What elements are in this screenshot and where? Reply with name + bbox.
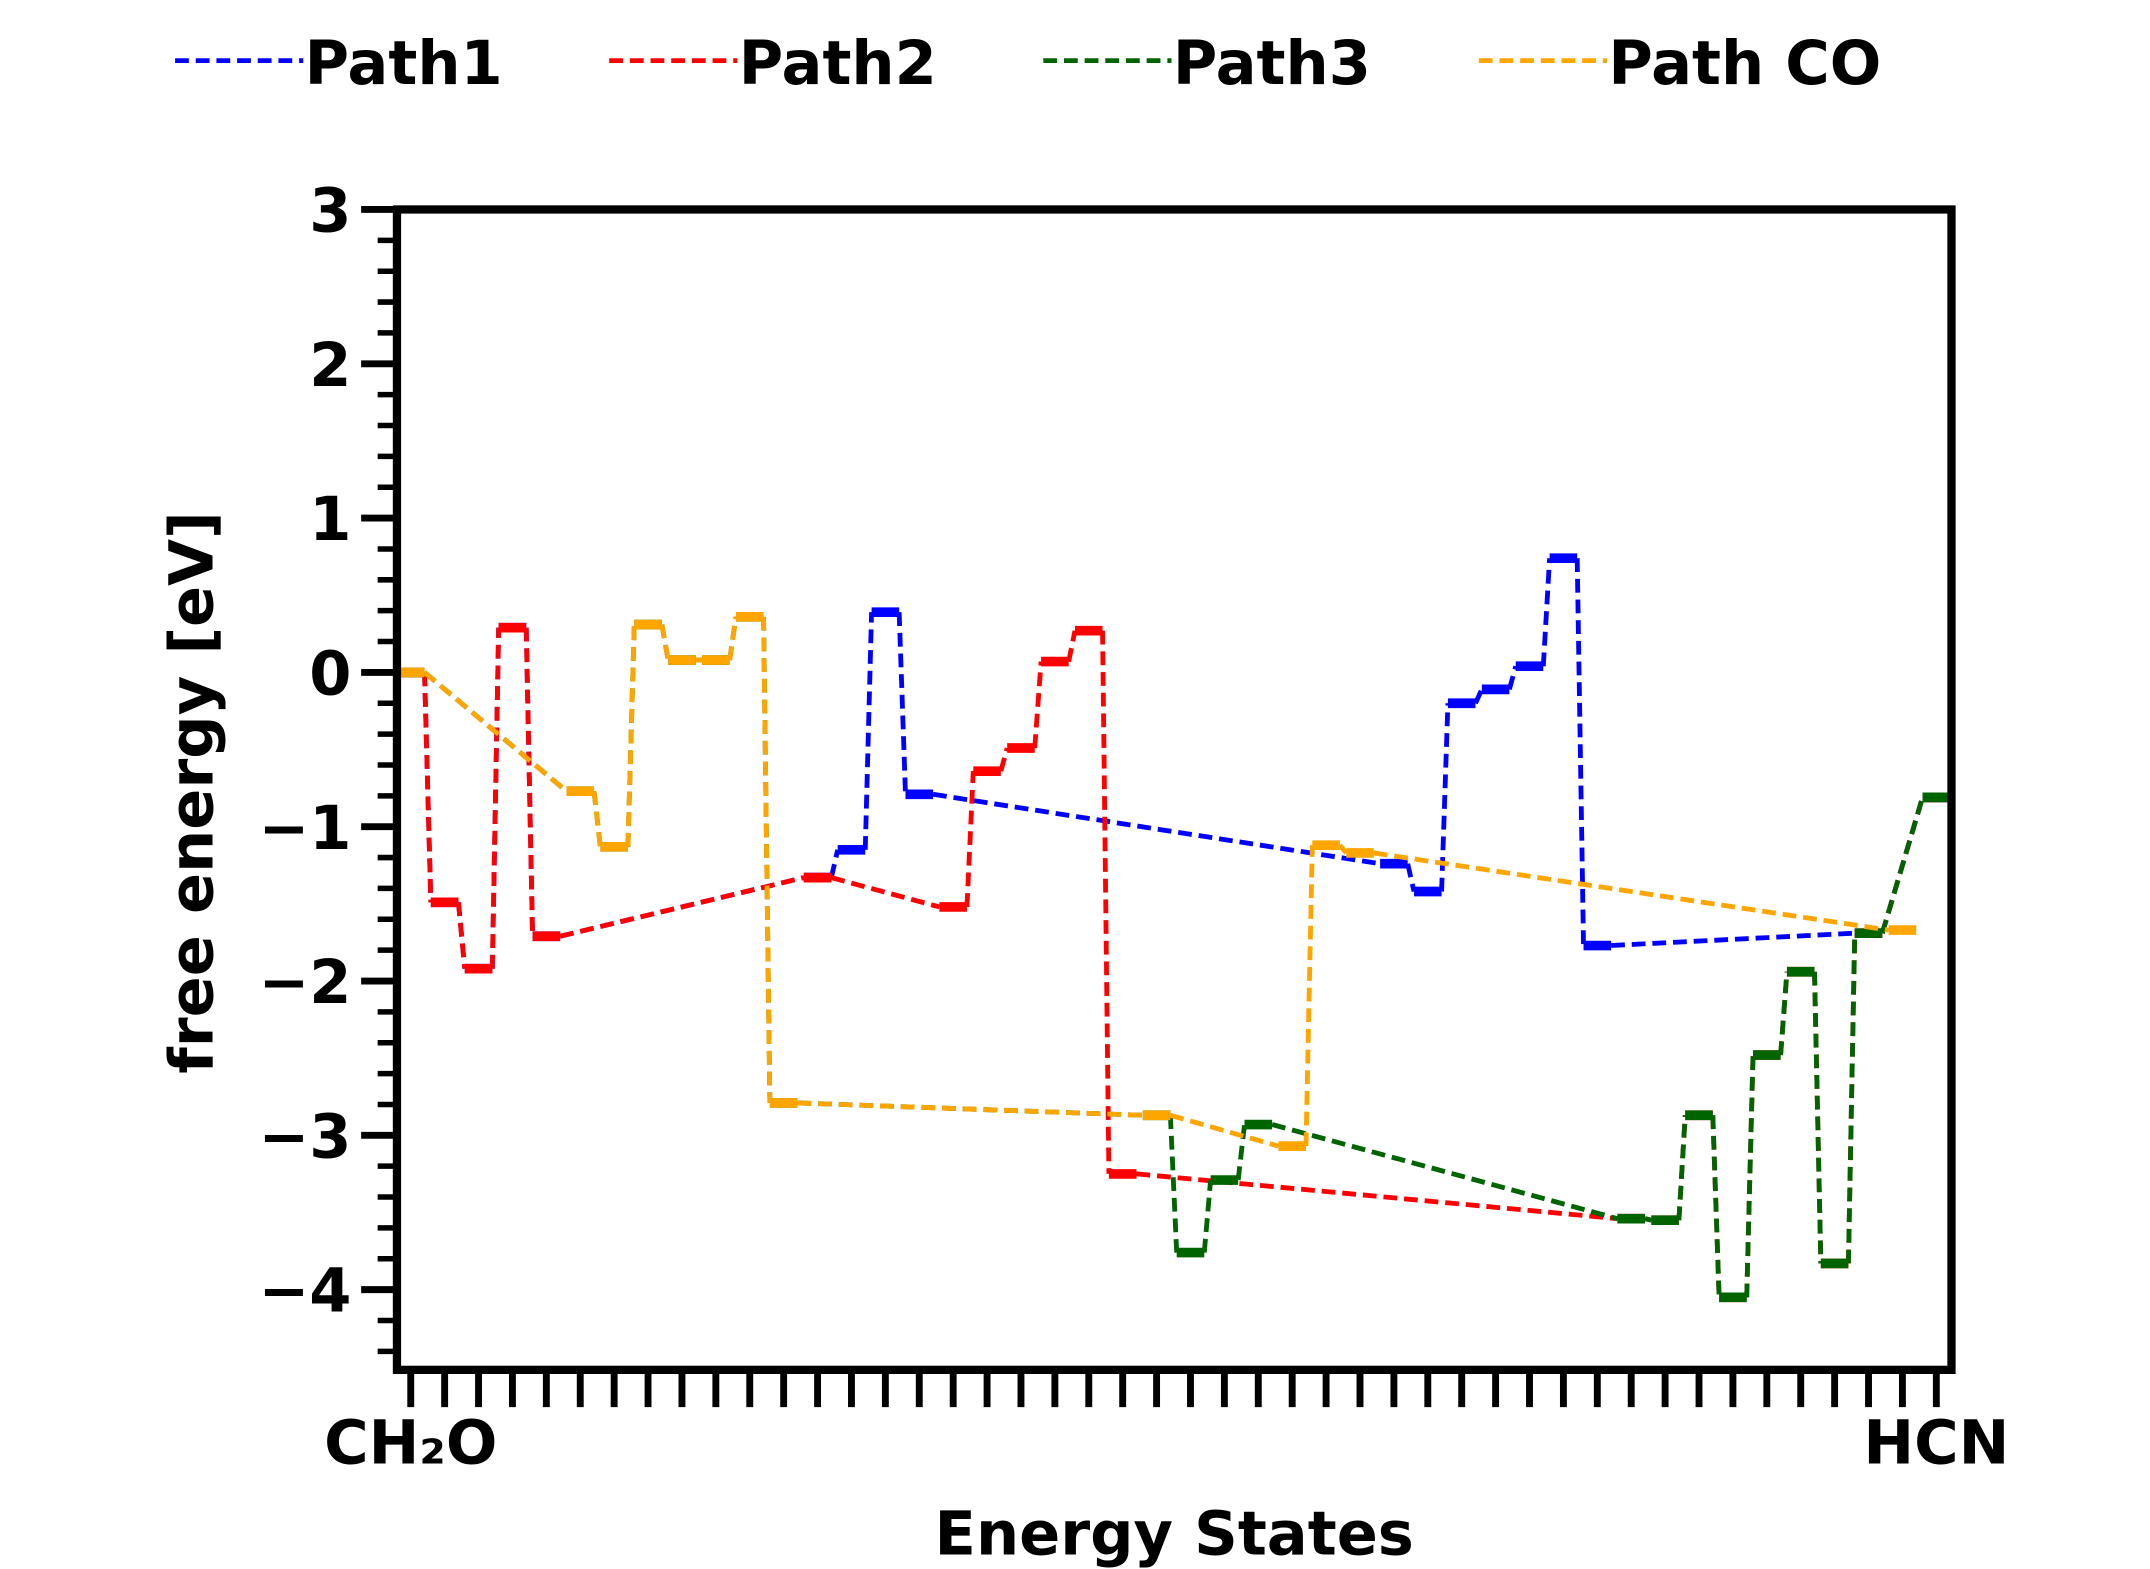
series-layer — [396, 553, 1951, 1303]
y-tick-label: −2 — [258, 948, 351, 1018]
connector-line — [523, 627, 535, 937]
connector-line — [1507, 665, 1519, 691]
y-tick-label: 0 — [309, 639, 351, 709]
connector-line — [625, 624, 637, 847]
connector-line — [1744, 1055, 1756, 1298]
connector-line — [1676, 1115, 1688, 1221]
y-tick-label: −4 — [258, 1257, 351, 1327]
legend-item: Path3 — [1043, 29, 1371, 99]
x-axis-label: Energy States — [935, 1500, 1414, 1569]
connector-line — [591, 790, 603, 848]
connector-line — [964, 771, 976, 908]
x-axis: CH₂O HCN — [324, 1369, 2009, 1479]
y-axis-label: free energy [eV] — [157, 511, 227, 1073]
connector-line — [422, 670, 569, 794]
connector-line — [1032, 661, 1044, 749]
connector-line — [1373, 850, 1890, 933]
connector-line — [932, 791, 1381, 867]
connector-line — [761, 616, 773, 1103]
connector-line — [1574, 558, 1586, 946]
x-tick-label: CH₂O — [324, 1409, 497, 1479]
connector-line — [1169, 1112, 1280, 1149]
y-axis: 3 2 1 0 −1 −2 −3 −4 — [258, 177, 397, 1355]
series-path-co — [396, 612, 1917, 1151]
connector-line — [1778, 971, 1790, 1056]
connector-line — [1879, 796, 1925, 934]
legend-item: Path1 — [175, 29, 503, 99]
connector-line — [1845, 933, 1858, 1264]
connector-line — [1100, 630, 1112, 1174]
y-tick-label: −1 — [258, 794, 351, 864]
connector-line — [1405, 863, 1417, 893]
connector-line — [1271, 1122, 1619, 1221]
connector-line — [1610, 930, 1855, 948]
series-path2 — [396, 622, 1951, 1303]
connector-line — [1540, 558, 1553, 667]
connector-line — [862, 612, 874, 850]
connector-line — [1473, 688, 1485, 705]
connector-line — [998, 747, 1010, 772]
legend-label: Path CO — [1608, 29, 1881, 99]
x-tick-label: HCN — [1863, 1409, 2009, 1479]
legend-item: Path CO — [1478, 29, 1881, 99]
connector-line — [1167, 1115, 1180, 1253]
legend-label: Path1 — [305, 29, 503, 99]
connector-line — [727, 616, 739, 661]
connector-line — [797, 1100, 1143, 1118]
plot-frame — [392, 205, 1956, 1374]
connector-line — [659, 624, 671, 661]
connector-line — [1644, 1216, 1652, 1223]
connector-line — [559, 875, 805, 939]
y-tick-label: 1 — [309, 485, 351, 555]
connector-line — [1338, 843, 1349, 855]
connector-line — [1136, 1171, 1618, 1222]
connector-line — [828, 849, 841, 879]
legend-label: Path3 — [1173, 29, 1371, 99]
connector-line — [896, 612, 908, 795]
y-tick-label: 3 — [309, 177, 351, 247]
connector-line — [489, 627, 502, 969]
connector-line — [456, 902, 468, 969]
connector-line — [1710, 1115, 1722, 1298]
connector-line — [1744, 1055, 1756, 1298]
connector-line — [1066, 630, 1078, 663]
legend-label: Path2 — [739, 29, 937, 99]
y-tick-label: −3 — [258, 1102, 351, 1172]
y-tick-label: 2 — [309, 331, 351, 401]
connector-line — [830, 875, 941, 910]
legend: Path1 Path2 Path3 Path CO — [175, 29, 1881, 99]
connector-line — [1439, 703, 1451, 892]
connector-line — [1812, 971, 1824, 1264]
legend-item: Path2 — [609, 29, 937, 99]
connector-line — [422, 672, 434, 903]
connector-line — [1201, 1179, 1214, 1253]
connector-line — [1303, 845, 1315, 1147]
